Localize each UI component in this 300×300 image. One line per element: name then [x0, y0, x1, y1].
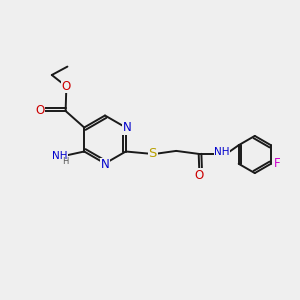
- Text: O: O: [195, 169, 204, 182]
- Text: NH: NH: [52, 151, 68, 161]
- Text: O: O: [61, 80, 71, 93]
- Text: O: O: [35, 104, 44, 117]
- Text: N: N: [100, 158, 109, 172]
- Text: H: H: [62, 157, 69, 166]
- Text: N: N: [123, 121, 132, 134]
- Text: S: S: [148, 147, 157, 161]
- Text: NH: NH: [214, 147, 230, 157]
- Text: F: F: [274, 157, 281, 170]
